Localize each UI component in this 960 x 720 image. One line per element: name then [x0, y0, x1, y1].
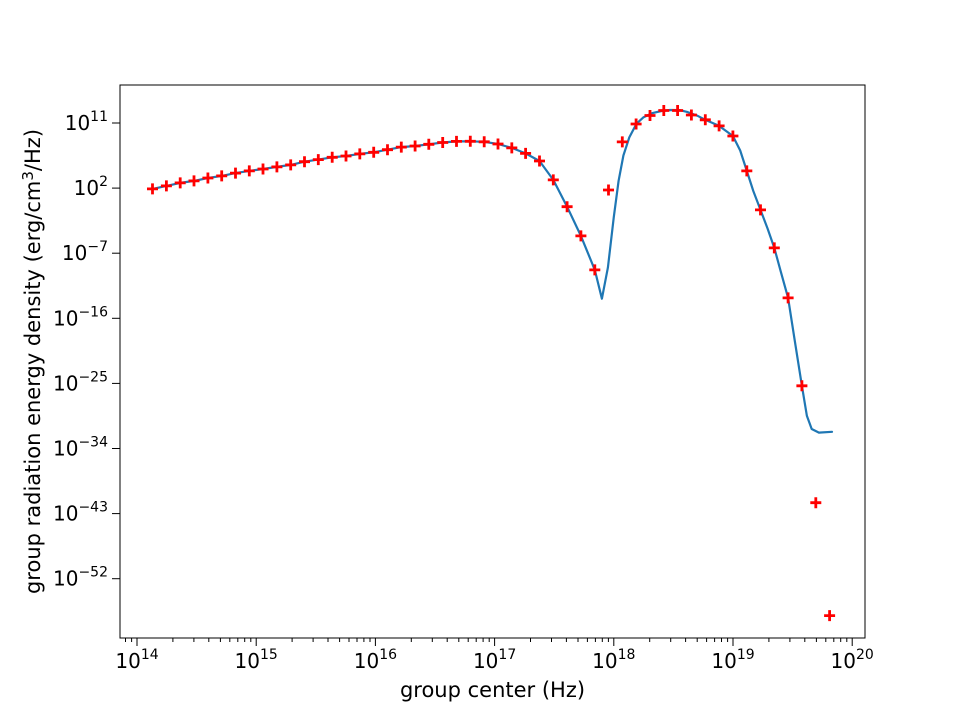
y-tick-label: 10−34 [53, 435, 108, 461]
y-tick-label: 10−52 [53, 565, 108, 591]
y-tick-label: 10−16 [53, 304, 108, 330]
x-tick-label: 1015 [235, 647, 278, 673]
axes-spines [119, 84, 866, 639]
x-axis-label: group center (Hz) [400, 678, 585, 702]
y-tick-label: 102 [74, 174, 108, 200]
x-tick-labels: 1014 1015 1016 1017 1018 1019 1020 [115, 647, 873, 673]
x-tick-label: 1014 [115, 647, 158, 673]
group-energy-density-markers [147, 105, 836, 622]
y-tick-labels: 1011 102 10−7 10−16 10−25 10−34 10−43 10−52 [53, 109, 108, 591]
analytic-solution-line [151, 108, 834, 434]
x-tick-label: 1018 [592, 647, 635, 673]
y-tick-label: 1011 [65, 109, 108, 135]
x-tick-label: 1020 [831, 647, 874, 673]
x-tick-label: 1017 [473, 647, 516, 673]
x-minor-ticks [125, 638, 848, 642]
x-tick-label: 1019 [711, 647, 754, 673]
y-major-ticks [112, 122, 120, 580]
y-axis-label: group radiation energy density (erg/cm3/… [19, 129, 45, 594]
y-tick-label: 10−43 [53, 500, 108, 526]
y-tick-label: 10−7 [62, 239, 108, 265]
x-major-ticks [136, 638, 853, 646]
x-tick-label: 1016 [354, 647, 397, 673]
y-tick-label: 10−25 [53, 369, 108, 395]
